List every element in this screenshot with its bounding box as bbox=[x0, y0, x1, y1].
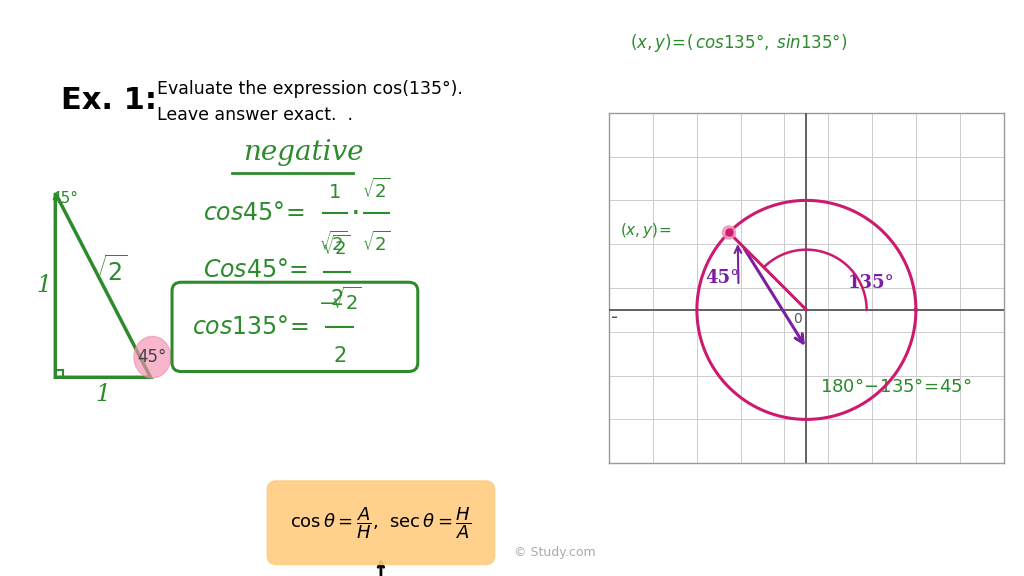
Text: $(x,y)\!=\!$: $(x,y)\!=\!$ bbox=[621, 221, 672, 240]
Ellipse shape bbox=[134, 336, 171, 378]
Text: $Cos45°\!=\!$: $Cos45°\!=\!$ bbox=[203, 259, 308, 282]
Text: $\sqrt{2}$: $\sqrt{2}$ bbox=[361, 177, 390, 202]
Text: 45°: 45° bbox=[706, 268, 740, 286]
Text: $\cos\theta = \dfrac{A}{H}$,  $\sec\theta = \dfrac{H}{A}$: $\cos\theta = \dfrac{A}{H}$, $\sec\theta… bbox=[291, 505, 471, 541]
Text: $\sqrt{2}$: $\sqrt{2}$ bbox=[319, 230, 348, 255]
Text: $cos135°\!=\!$: $cos135°\!=\!$ bbox=[191, 315, 308, 339]
Text: $-\!\sqrt{2}$: $-\!\sqrt{2}$ bbox=[317, 287, 361, 314]
Text: 1: 1 bbox=[95, 383, 111, 406]
Text: 135°: 135° bbox=[848, 274, 895, 292]
Text: 2: 2 bbox=[333, 346, 346, 366]
Text: -: - bbox=[611, 308, 618, 327]
Text: $\sqrt{2}$: $\sqrt{2}$ bbox=[361, 230, 390, 255]
Text: 45°: 45° bbox=[137, 348, 167, 366]
Text: © Study.com: © Study.com bbox=[514, 547, 596, 559]
Text: ·: · bbox=[350, 200, 359, 229]
Text: 1: 1 bbox=[37, 274, 52, 297]
FancyBboxPatch shape bbox=[267, 481, 495, 564]
Text: 1: 1 bbox=[329, 183, 341, 202]
Text: 2: 2 bbox=[330, 289, 343, 309]
Text: $180°\!-\!135°\!=\!45°$: $180°\!-\!135°\!=\!45°$ bbox=[819, 378, 971, 396]
Text: Evaluate the expression cos(135°).: Evaluate the expression cos(135°). bbox=[157, 80, 463, 98]
Text: Leave answer exact.  .: Leave answer exact. . bbox=[157, 106, 352, 124]
Text: 0: 0 bbox=[794, 312, 802, 326]
Text: negative: negative bbox=[243, 139, 364, 166]
Text: 45°: 45° bbox=[51, 191, 78, 206]
Text: $cos45°\!=\!$: $cos45°\!=\!$ bbox=[203, 202, 304, 225]
Text: Ex. 1:: Ex. 1: bbox=[61, 86, 158, 115]
Text: $\sqrt{2}$: $\sqrt{2}$ bbox=[91, 255, 128, 286]
Text: $\sqrt{2}$: $\sqrt{2}$ bbox=[323, 235, 351, 259]
Ellipse shape bbox=[722, 226, 735, 239]
Text: $(x,y)\!=\!(\,cos135°,\;sin135°)$: $(x,y)\!=\!(\,cos135°,\;sin135°)$ bbox=[630, 32, 847, 54]
